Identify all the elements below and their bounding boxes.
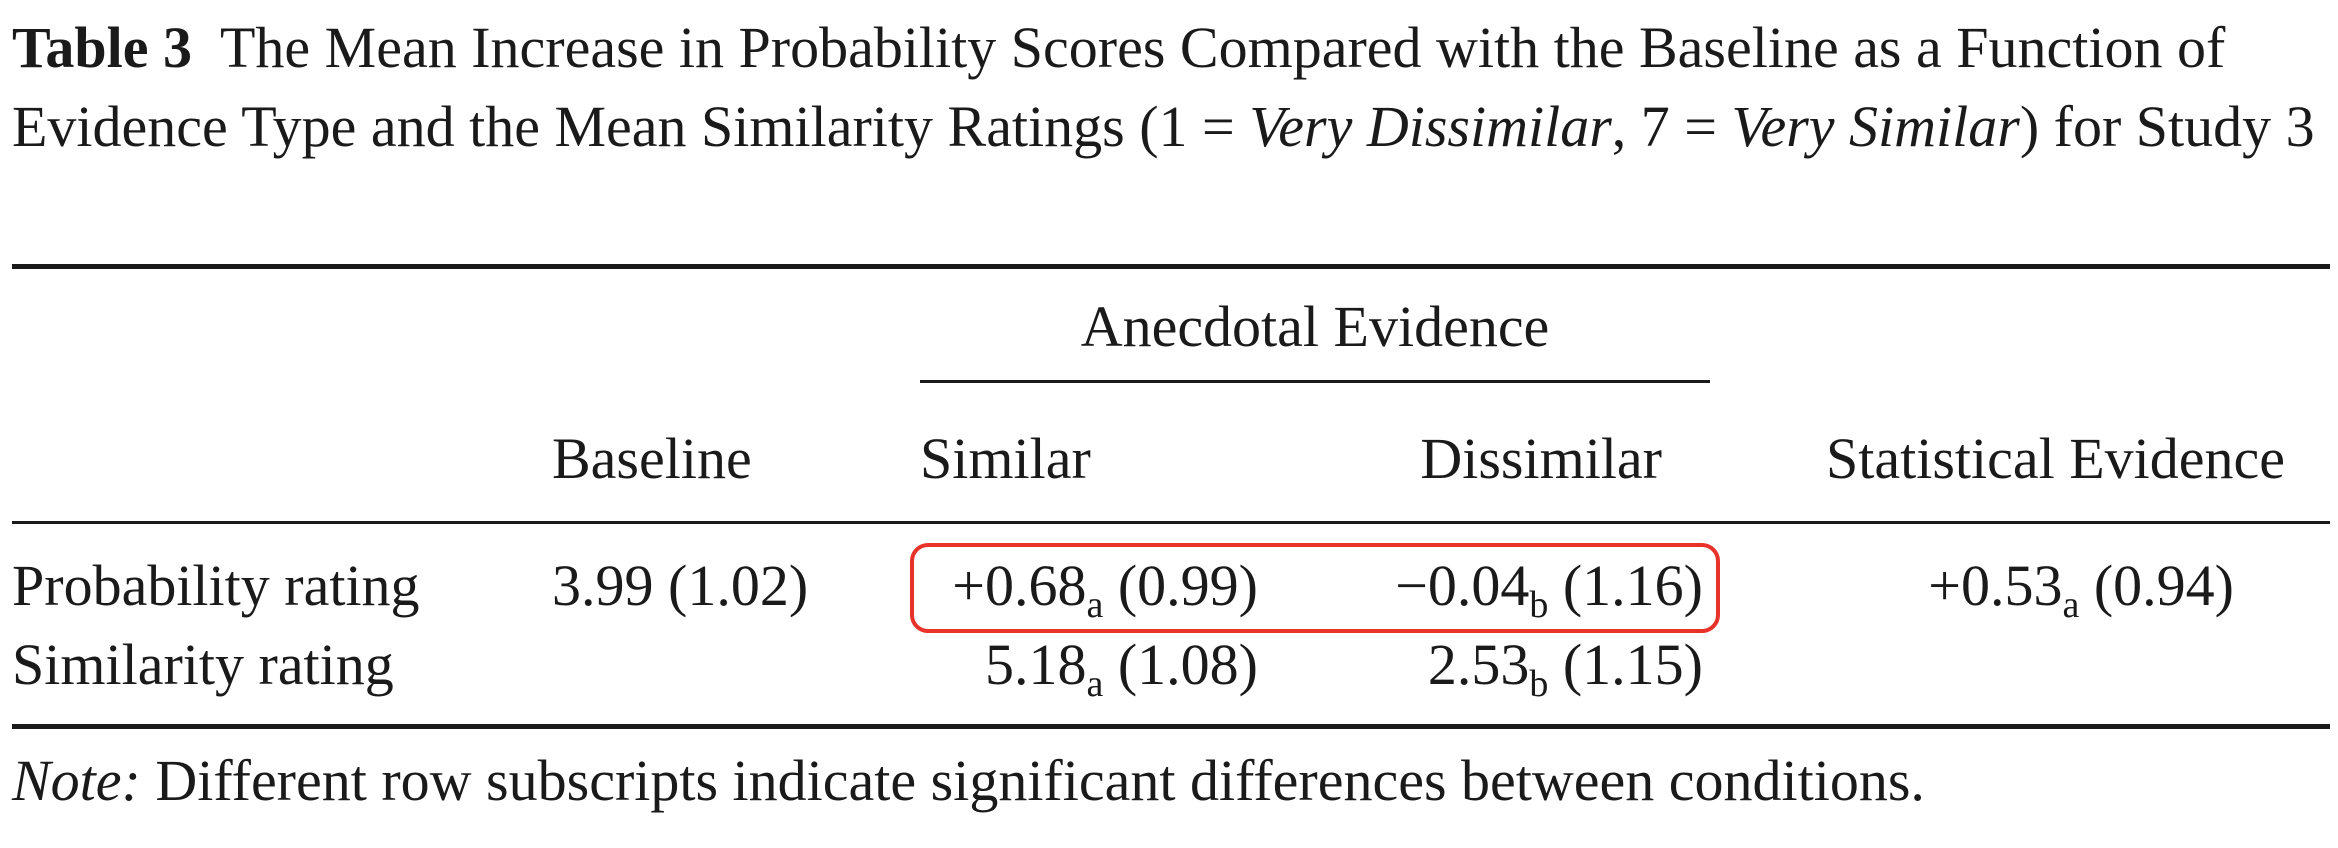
note-text: Different row subscripts indicate signif…: [140, 748, 1925, 813]
table-note: Note: Different row subscripts indicate …: [12, 748, 1925, 814]
sd: (1.15): [1548, 632, 1703, 697]
col-header-baseline: Baseline: [552, 426, 752, 491]
caption-text-before: The Mean Increase in Probability Scores …: [12, 15, 2226, 159]
table-header-rule: [12, 521, 2330, 524]
cell-probability-statistical: +0.53a (0.94): [1928, 553, 2234, 624]
caption-italic-very-similar: Very Similar: [1731, 94, 2020, 159]
value: −0.04: [1395, 553, 1530, 618]
cell-probability-similar: +0.68a (0.99): [952, 553, 1258, 624]
col-header-statistical-evidence: Statistical Evidence: [1825, 426, 2285, 491]
caption-italic-very-dissimilar: Very Dissimilar: [1249, 94, 1612, 159]
note-label: Note:: [12, 748, 141, 813]
value: +0.68: [952, 553, 1087, 618]
table-label: Table 3: [12, 15, 192, 80]
subscript: a: [2062, 584, 2080, 626]
caption-text-after: ) for Study 3: [2019, 94, 2315, 159]
cell-probability-dissimilar: −0.04b (1.16): [1395, 553, 1703, 624]
col-header-similar: Similar: [920, 426, 1091, 491]
caption-text-middle: , 7 =: [1611, 94, 1732, 159]
sd: (1.08): [1103, 632, 1258, 697]
col-header-dissimilar: Dissimilar: [1420, 426, 1662, 491]
subscript: a: [1086, 663, 1104, 705]
row-label-probability-rating: Probability rating: [12, 553, 420, 618]
row-label-similarity-rating: Similarity rating: [12, 632, 394, 697]
subscript: a: [1086, 584, 1104, 626]
sd: (0.94): [2079, 553, 2234, 618]
sd: (0.99): [1103, 553, 1258, 618]
value: 5.18: [984, 632, 1087, 697]
spanner-anecdotal-evidence: Anecdotal Evidence: [1080, 294, 1550, 359]
value: +0.53: [1928, 553, 2063, 618]
anecdotal-spanner-rule: [920, 380, 1710, 383]
sd: (1.16): [1548, 553, 1703, 618]
table-bottom-rule: [12, 724, 2330, 729]
table-caption: Table 3 The Mean Increase in Probability …: [12, 8, 2332, 166]
value: 2.53: [1427, 632, 1530, 697]
cell-similarity-dissimilar: 2.53b (1.15): [1427, 632, 1703, 703]
cell-similarity-similar: 5.18a (1.08): [984, 632, 1258, 703]
table-top-rule: [12, 264, 2330, 269]
cell-probability-baseline: 3.99 (1.02): [552, 553, 809, 618]
highlight-annotation-box: [910, 543, 1720, 633]
subscript: b: [1529, 663, 1549, 705]
subscript: b: [1529, 584, 1549, 626]
